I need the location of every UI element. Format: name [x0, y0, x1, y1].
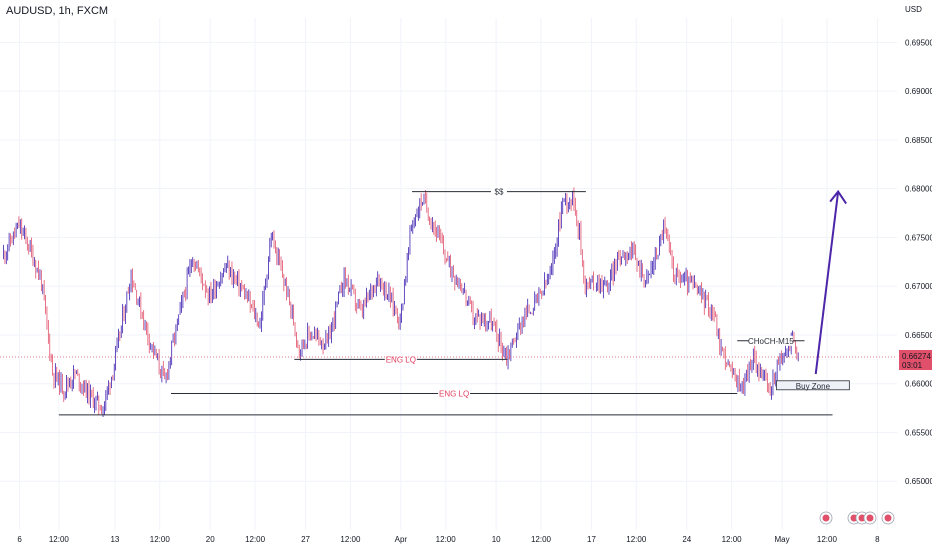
event-flag-dot [866, 514, 874, 522]
time-tick-label: 12:00 [49, 535, 70, 544]
last-price-value: 0.66274 [902, 352, 931, 361]
price-axis[interactable]: 0.69500 0.69000 0.68500 0.68000 0.67500 0.670… [905, 38, 932, 486]
levels-layer: ENG LQ ENG LQ CHoCH-M15 Buy Zone $$ [58, 186, 850, 416]
price-tick-label: 0.66000 [905, 380, 932, 389]
event-flag-dot [822, 514, 830, 522]
buy-zone-box[interactable] [776, 380, 850, 391]
time-tick-label: 12:00 [436, 535, 457, 544]
choch-label-bg [748, 335, 793, 346]
time-tick-label: 8 [875, 535, 880, 544]
time-tick-label: 27 [301, 535, 310, 544]
time-tick-label: Apr [395, 535, 408, 544]
time-tick-label: 12:00 [340, 535, 361, 544]
time-tick-label: 24 [682, 535, 691, 544]
price-tick-label: 0.66500 [905, 331, 932, 340]
price-tick-label: 0.67000 [905, 282, 932, 291]
price-tick-label: 0.65500 [905, 428, 932, 437]
eng-lq-lower-label-bg [438, 388, 471, 399]
time-tick-label: 12:00 [626, 535, 647, 544]
liquidity-top-label: $$ [495, 188, 504, 197]
time-tick-label: 13 [110, 535, 119, 544]
event-flag-dot [884, 514, 892, 522]
time-tick-label: 10 [492, 535, 501, 544]
price-tick-label: 0.65000 [905, 477, 932, 486]
price-tick-label: 0.68000 [905, 185, 932, 194]
price-tick-label: 0.69000 [905, 87, 932, 96]
time-tick-label: 12:00 [150, 535, 171, 544]
time-tick-label: 12:00 [722, 535, 743, 544]
time-tick-label: 17 [587, 535, 596, 544]
eng-lq-upper-label: ENG LQ [386, 355, 416, 364]
eng-lq-upper-label-bg [384, 354, 417, 365]
time-tick-label: 6 [17, 535, 22, 544]
time-axis[interactable]: 6 12:00 13 12:00 20 12:00 27 12:00 Apr 12:00 10 12:… [17, 535, 880, 544]
time-tick-label: May [775, 535, 790, 544]
grid-layer [0, 18, 897, 530]
price-tick-label: 0.68500 [905, 136, 932, 145]
projection-arrow-head [829, 189, 847, 205]
time-tick-label: 12:00 [817, 535, 838, 544]
choch-label: CHoCH-M15 [748, 337, 794, 346]
bar-countdown: 03:01 [902, 361, 923, 370]
currency-label: USD [905, 5, 922, 14]
eng-lq-lower-label: ENG LQ [439, 389, 469, 398]
buy-zone-label: Buy Zone [796, 382, 831, 391]
symbol-title: AUDUSD, 1h, FXCM [6, 5, 109, 17]
event-flag-dot [850, 514, 858, 522]
time-tick-label: 20 [206, 535, 215, 544]
event-flags[interactable] [819, 511, 895, 525]
last-price-tag: 0.66274 03:01 [0, 349, 932, 370]
projection-arrow[interactable] [814, 191, 840, 375]
candles-layer [3, 187, 799, 418]
time-tick-label: 12:00 [531, 535, 552, 544]
price-tick-label: 0.67500 [905, 233, 932, 242]
price-tick-label: 0.69500 [905, 38, 932, 47]
time-tick-label: 12:00 [245, 535, 266, 544]
event-flag-dot [858, 514, 866, 522]
liquidity-top-label-bg [490, 186, 507, 197]
last-price-tag-bg [899, 349, 932, 370]
